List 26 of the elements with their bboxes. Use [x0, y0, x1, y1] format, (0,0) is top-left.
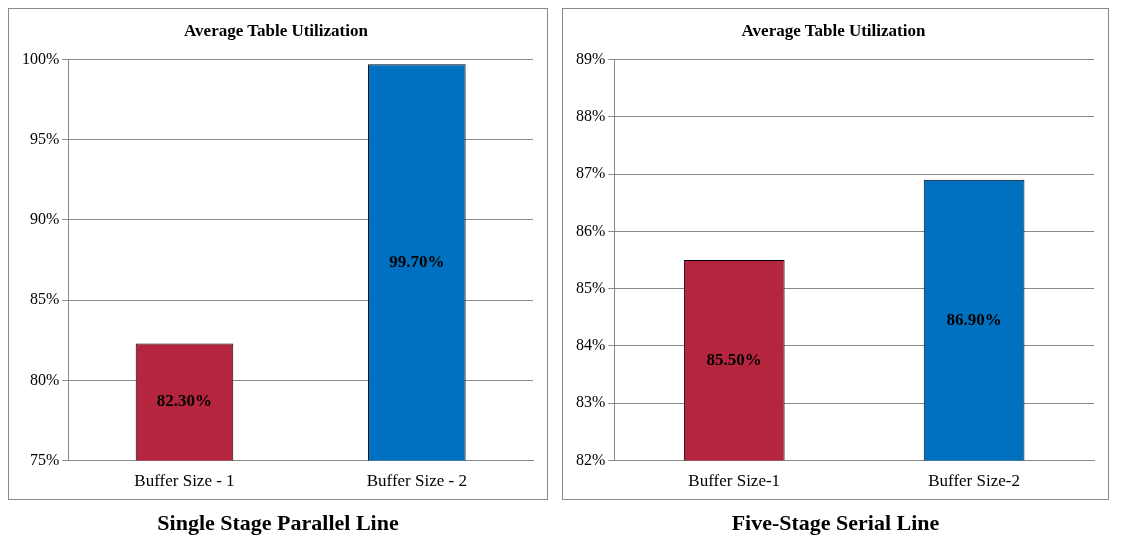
data-label: 99.70% — [389, 251, 445, 271]
y-tick-label: 80% — [30, 370, 60, 388]
x-tick-label: Buffer Size-2 — [928, 471, 1020, 491]
y-tick-label: 90% — [30, 210, 60, 228]
y-tick-label: 86% — [576, 221, 606, 239]
y-tick-label: 100% — [22, 49, 60, 67]
y-tick-label: 95% — [30, 129, 60, 147]
data-label: 82.30% — [156, 391, 213, 411]
y-tick-label: 88% — [576, 106, 606, 124]
chart-title: Average Table Utilization — [741, 20, 926, 40]
y-tick-label: 89% — [576, 49, 606, 67]
x-tick-label: Buffer Size - 2 — [366, 471, 467, 491]
y-tick-label: 82% — [576, 450, 606, 468]
chart-title: Average Table Utilization — [184, 20, 369, 40]
y-tick-label: 75% — [30, 450, 60, 468]
y-tick-label: 87% — [576, 164, 606, 182]
text: Five-Stage Serial Line — [730, 510, 941, 536]
y-tick-label: 85% — [576, 278, 606, 296]
y-tick-label: 85% — [30, 290, 60, 308]
y-tick-label: 84% — [576, 336, 606, 354]
data-label: 85.50% — [706, 349, 762, 369]
data-label: 86.90% — [946, 309, 1002, 329]
x-tick-label: Buffer Size - 1 — [134, 471, 235, 491]
y-tick-label: 83% — [576, 393, 606, 411]
x-tick-label: Buffer Size-1 — [688, 471, 781, 491]
text: Single Stage Parallel Line — [156, 510, 400, 536]
